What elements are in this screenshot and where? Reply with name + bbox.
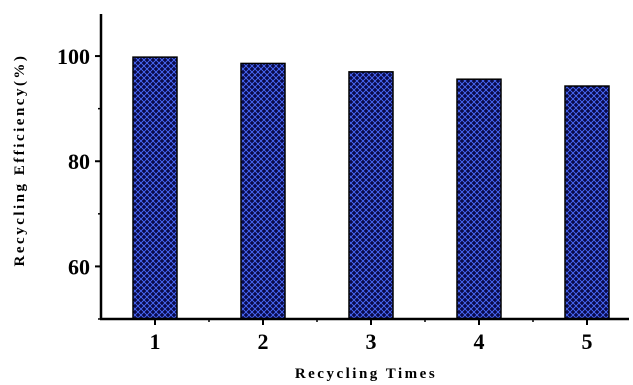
y-tick-label-80: 80	[68, 149, 90, 174]
y-tick-label-60: 60	[68, 254, 90, 279]
bars-group	[132, 56, 610, 320]
y-axis-title: Recycling Efficiency(%)	[12, 54, 28, 267]
x-tick-label-3: 3	[366, 329, 377, 354]
bar-2	[240, 62, 286, 320]
y-tick-label-100: 100	[57, 44, 90, 69]
x-tick-label-4: 4	[474, 329, 485, 354]
x-ticks-group: 1 2 3 4 5	[150, 319, 593, 354]
bar-3	[348, 71, 394, 320]
y-ticks-group: 60 80 100	[57, 44, 101, 320]
bar-5	[564, 85, 610, 320]
x-axis-title: Recycling Times	[295, 366, 437, 382]
x-tick-label-5: 5	[582, 329, 593, 354]
bar-1	[132, 56, 178, 320]
x-tick-label-2: 2	[258, 329, 269, 354]
bar-4	[456, 78, 502, 320]
x-tick-label-1: 1	[150, 329, 161, 354]
